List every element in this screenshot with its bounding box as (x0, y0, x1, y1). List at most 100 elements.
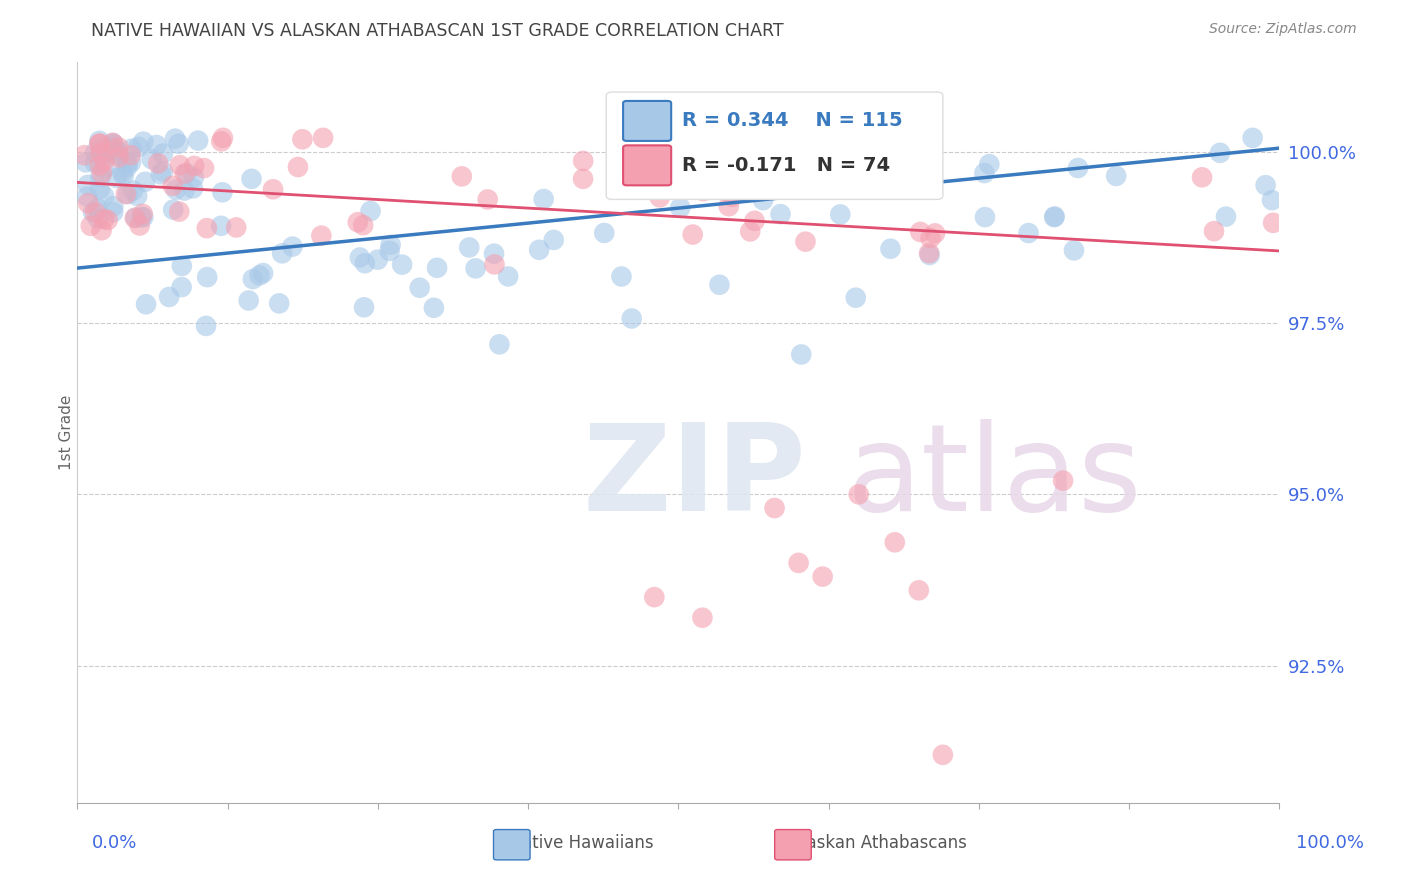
Point (1209, 145, 1232, 160)
FancyBboxPatch shape (623, 101, 671, 141)
Point (145, 138, 167, 153)
Point (527, 243, 550, 257)
Point (104, 147, 127, 161)
Point (287, 160, 309, 174)
Point (763, 501, 786, 516)
Point (173, 184, 195, 198)
Point (883, 535, 905, 549)
Point (82, 205, 104, 219)
Point (311, 228, 333, 243)
Point (124, 211, 146, 225)
Point (898, 162, 921, 177)
Point (111, 165, 134, 179)
Text: Source: ZipAtlas.com: Source: ZipAtlas.com (1209, 22, 1357, 37)
Point (187, 134, 209, 148)
Point (101, 137, 124, 152)
Text: NATIVE HAWAIIAN VS ALASKAN ATHABASCAN 1ST GRADE CORRELATION CHART: NATIVE HAWAIIAN VS ALASKAN ATHABASCAN 1S… (91, 22, 785, 40)
Point (240, 172, 263, 186)
Point (209, 219, 232, 233)
Point (312, 131, 335, 145)
Point (252, 266, 274, 280)
Point (122, 184, 145, 198)
Point (423, 301, 446, 315)
Point (1105, 169, 1128, 183)
Point (89, 134, 111, 148)
Point (93, 162, 115, 177)
Point (752, 193, 775, 207)
Point (101, 136, 124, 150)
Point (90, 143, 112, 157)
Point (484, 257, 506, 271)
Point (162, 202, 184, 217)
Point (132, 210, 155, 224)
Point (367, 252, 389, 267)
Point (107, 150, 129, 164)
Point (352, 218, 374, 232)
Point (1261, 193, 1284, 207)
Point (543, 233, 565, 247)
Point (93, 153, 115, 168)
Point (845, 291, 868, 305)
Point (353, 300, 375, 314)
Point (84, 145, 107, 160)
Point (727, 167, 749, 181)
Point (135, 297, 157, 311)
Point (90, 146, 112, 161)
Point (97, 213, 120, 227)
Point (211, 186, 233, 200)
Point (89, 136, 111, 151)
Point (932, 747, 955, 762)
Point (1052, 474, 1074, 488)
FancyBboxPatch shape (606, 92, 943, 200)
Point (131, 207, 153, 221)
Point (628, 146, 651, 161)
Point (593, 226, 616, 240)
Point (682, 227, 704, 242)
Point (103, 205, 125, 219)
Point (87, 211, 110, 226)
Point (477, 193, 499, 207)
Point (195, 270, 218, 285)
Point (120, 148, 142, 162)
Point (620, 311, 643, 326)
Point (141, 152, 163, 166)
Point (181, 181, 204, 195)
Point (572, 153, 595, 168)
Point (692, 611, 714, 625)
Point (131, 210, 153, 224)
Point (1254, 178, 1277, 193)
Point (242, 272, 264, 286)
Text: atlas: atlas (846, 418, 1142, 535)
Point (152, 164, 174, 178)
Point (848, 487, 870, 501)
Point (378, 244, 401, 258)
Point (120, 155, 142, 169)
Point (360, 204, 382, 219)
Point (692, 184, 714, 198)
Point (128, 219, 150, 233)
Point (1063, 244, 1085, 258)
Point (89, 136, 111, 151)
Point (146, 156, 169, 170)
Point (426, 260, 449, 275)
Point (90, 223, 112, 237)
Point (648, 190, 671, 204)
Point (744, 214, 766, 228)
Text: ZIP: ZIP (582, 418, 806, 535)
Point (482, 246, 505, 260)
Point (195, 221, 218, 235)
Point (262, 182, 284, 196)
Point (973, 166, 995, 180)
Point (105, 171, 128, 186)
Point (75, 155, 97, 169)
Point (193, 161, 215, 175)
Point (115, 187, 138, 202)
Point (787, 556, 810, 570)
Point (1043, 210, 1066, 224)
Point (93, 189, 115, 203)
Point (100, 141, 122, 155)
Point (877, 160, 900, 174)
Point (1067, 161, 1090, 175)
Point (183, 170, 205, 185)
Point (94, 146, 117, 161)
